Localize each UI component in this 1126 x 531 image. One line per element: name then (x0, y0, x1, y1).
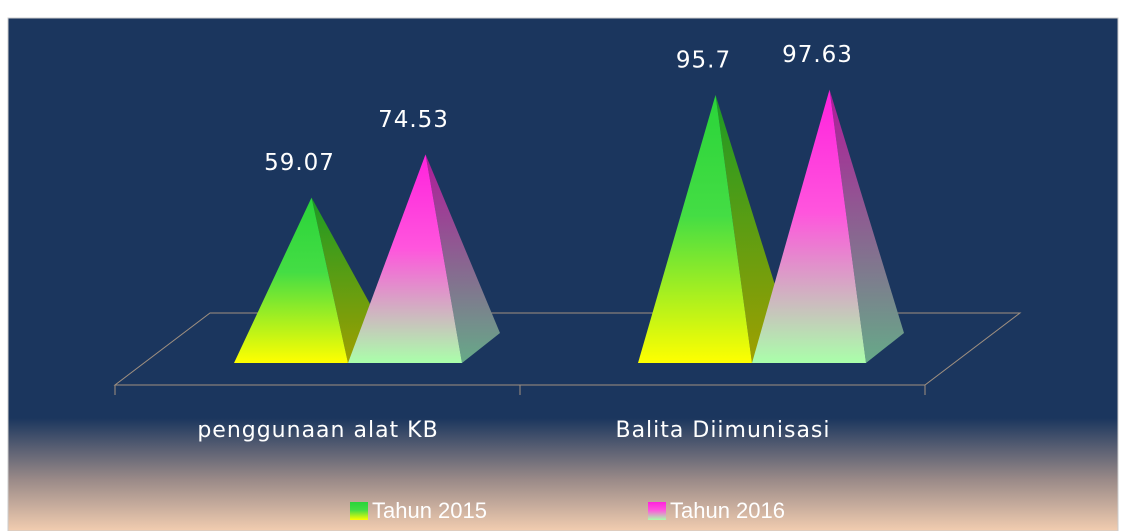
pyramid (348, 154, 462, 363)
data-label: 97.63 (782, 42, 853, 68)
pyramid-side (425, 154, 500, 363)
data-label: 59.07 (264, 150, 335, 176)
pyramid (752, 89, 866, 364)
pyramid-side (829, 89, 904, 364)
legend-swatch (350, 502, 368, 520)
pyramid (234, 197, 348, 363)
floor (113, 312, 1022, 386)
plot-background (7, 17, 1119, 531)
legend-label: Tahun 2015 (372, 498, 487, 523)
legend-label: Tahun 2016 (670, 498, 785, 523)
data-label: 74.53 (378, 107, 449, 133)
data-label: 95.7 (676, 48, 731, 74)
x-tick-label: Balita Diimunisasi (615, 418, 830, 443)
legend-swatch (648, 502, 666, 520)
x-tick-label: penggunaan alat KB (197, 418, 438, 443)
pyramid (638, 95, 752, 363)
